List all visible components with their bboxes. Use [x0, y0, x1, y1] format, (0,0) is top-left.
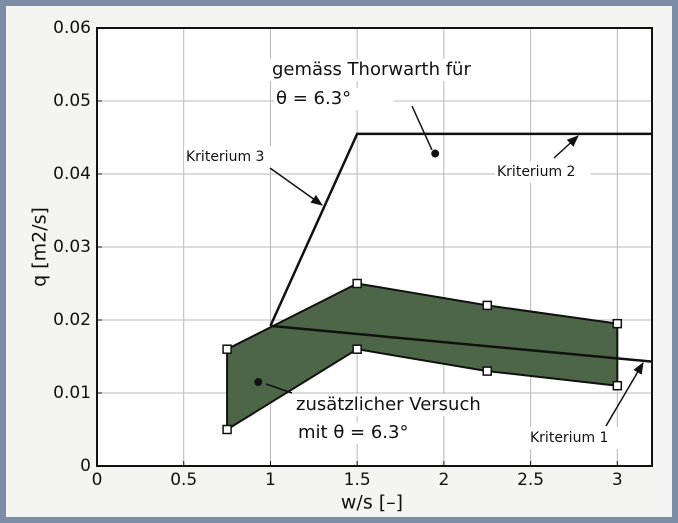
y-tick-label: 0.04: [53, 164, 91, 184]
annotation-arrow: [411, 105, 433, 151]
test-marker: [222, 424, 232, 435]
annotation-bg: [270, 59, 470, 81]
test-marker: [612, 318, 623, 329]
annotation: gemäss Thorwarth für: [272, 59, 471, 80]
annotation-bg: [296, 422, 416, 444]
y-tick-label: 0.03: [53, 237, 91, 257]
y-tick-label: 0: [80, 456, 91, 476]
x-tick-label: 1: [265, 470, 276, 490]
y-tick-label: 0.01: [53, 383, 91, 403]
plot-frame: [96, 27, 653, 467]
y-tick-label: 0.02: [53, 310, 91, 330]
annotation-bg: [528, 427, 624, 449]
point: [254, 378, 263, 387]
x-tick-label: 2: [438, 470, 449, 490]
x-tick-label: 1.5: [344, 470, 371, 490]
annotation-bg: [184, 146, 280, 168]
test-marker: [222, 344, 232, 354]
x-tick-label: 2.5: [517, 470, 544, 490]
y-tick-label: 0.06: [53, 18, 91, 38]
x-tick-label: 0.5: [170, 470, 197, 490]
annotation-arrow: [265, 383, 293, 394]
test-marker: [352, 278, 362, 289]
y-axis-label: q [m2/s]: [29, 207, 51, 287]
annotation-bg: [294, 394, 494, 416]
annotation-bg: [274, 88, 394, 110]
annotation: θ = 6.3°: [276, 88, 351, 109]
x-tick-label: 3: [612, 470, 623, 490]
annotation-arrow: [269, 167, 323, 206]
annotation-arrow: [605, 361, 644, 427]
y-tick-label: 0.05: [53, 91, 91, 111]
annotation: zusätzlicher Versuch: [296, 394, 481, 415]
annotation: Kriterium 3: [186, 149, 264, 165]
criterion-line: [270, 324, 653, 363]
annotation: Kriterium 2: [497, 164, 575, 180]
annotation: mit θ = 6.3°: [298, 422, 408, 443]
annotation: Kriterium 1: [530, 430, 608, 446]
test-marker: [482, 300, 492, 311]
point: [431, 149, 440, 158]
test-marker: [482, 366, 492, 376]
test-marker: [612, 380, 623, 391]
annotation-bg: [495, 161, 591, 183]
annotation-arrow: [553, 135, 579, 159]
criterion-line: [269, 132, 652, 327]
test-marker: [352, 344, 362, 354]
x-axis-label: w/s [–]: [341, 492, 403, 514]
x-tick-label: 0: [92, 470, 103, 490]
